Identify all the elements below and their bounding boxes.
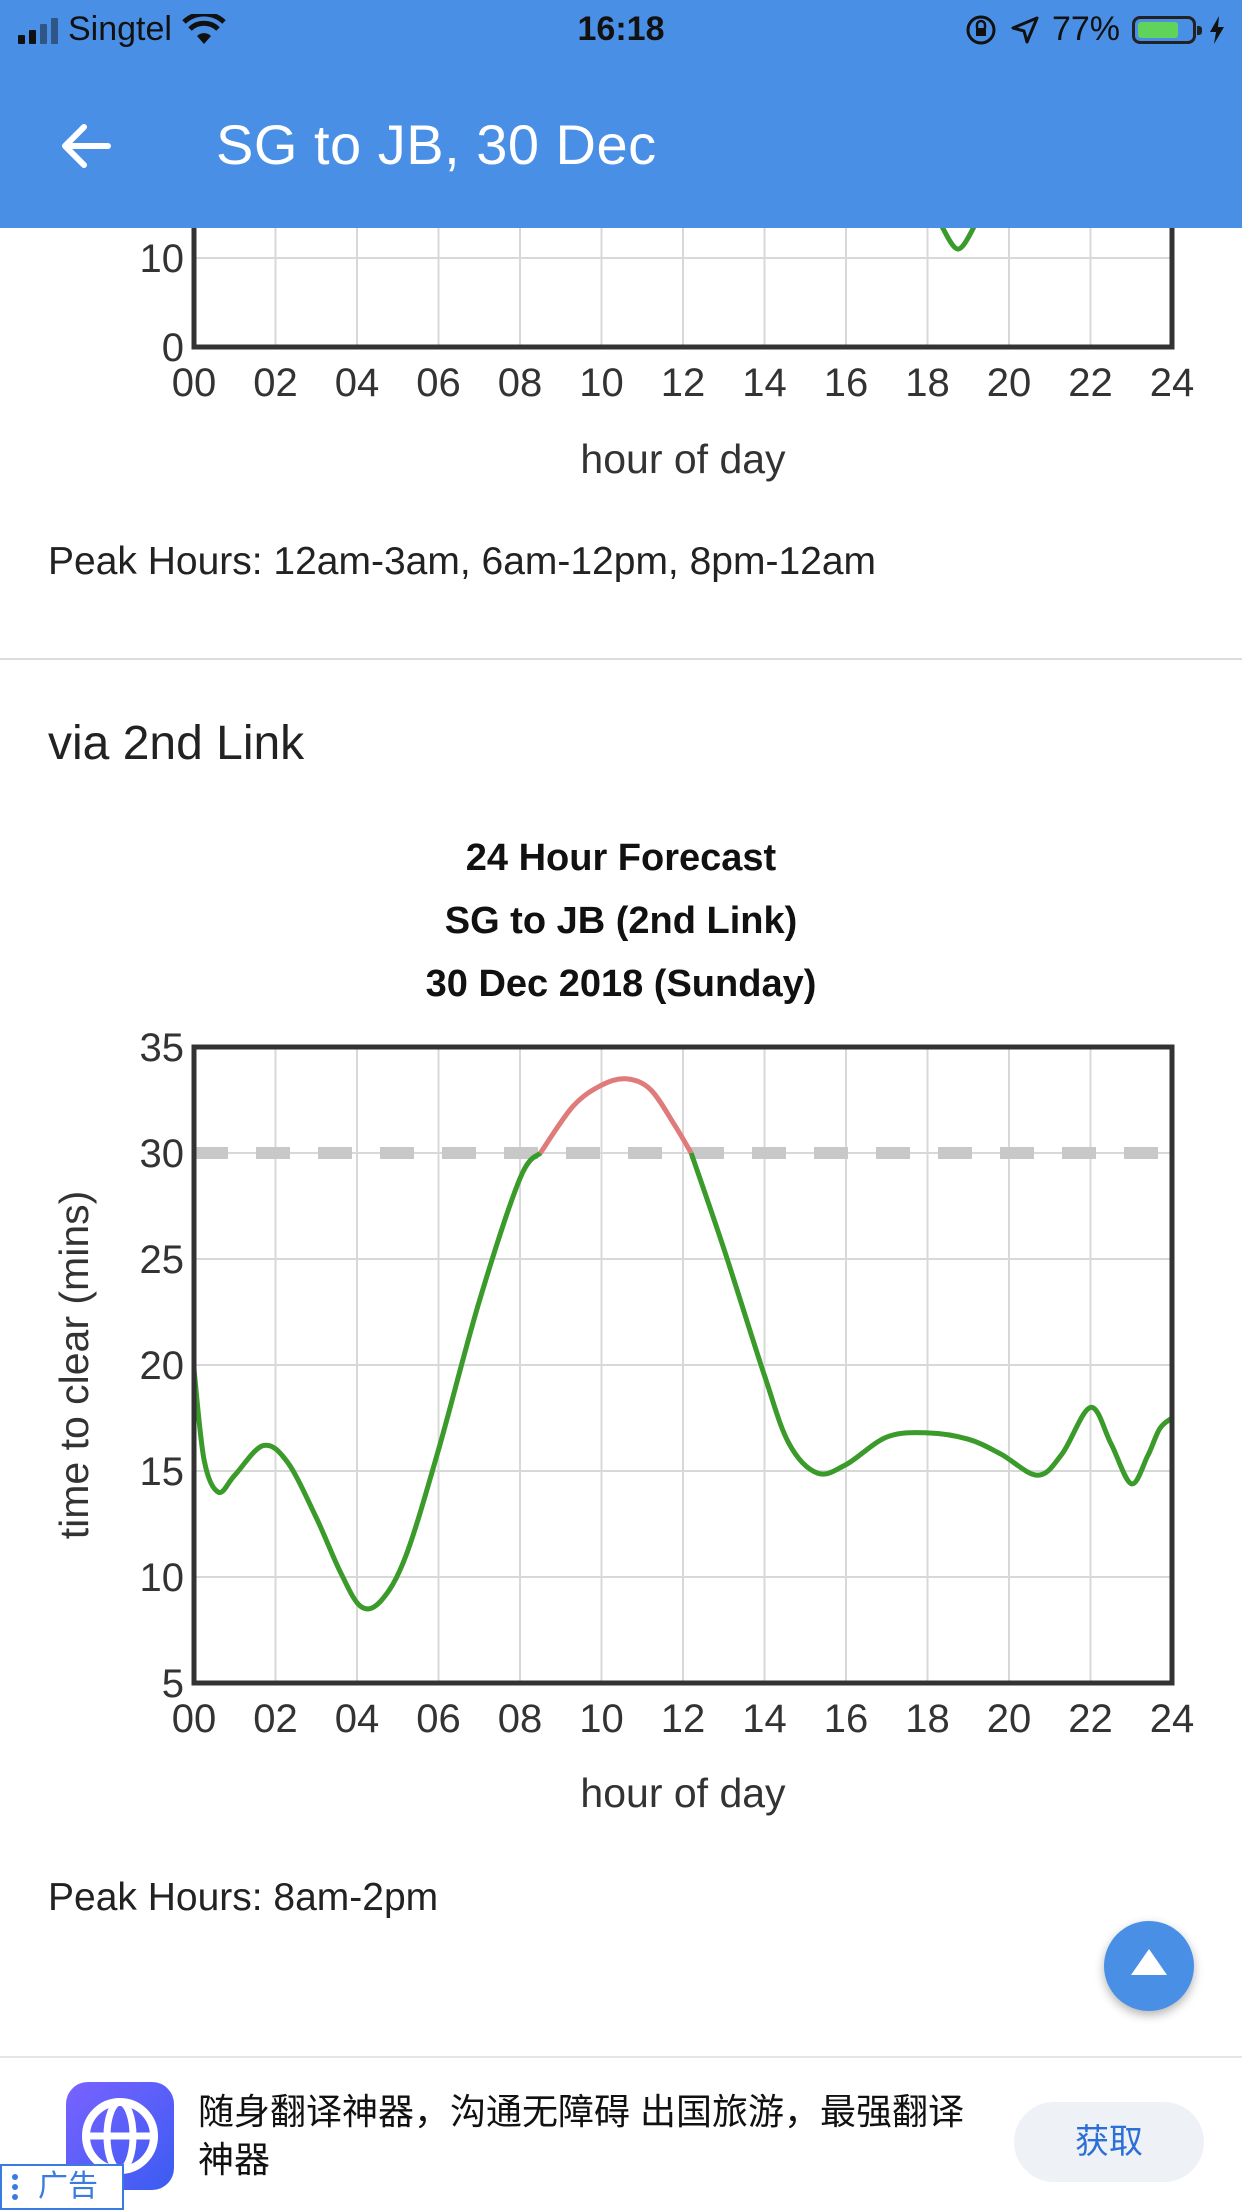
y-tick-label: 10 — [140, 237, 185, 281]
x-tick-label: 16 — [824, 1697, 869, 1741]
x-tick-label: 00 — [172, 361, 217, 405]
x-tick-label: 22 — [1068, 1697, 1113, 1741]
forecast-chart-2nd-link: 00 02 04 06 08 10 12 14 16 18 20 22 24 5 10 15 20 25 30 35 h… — [51, 1026, 1195, 1816]
y-tick-label: 5 — [162, 1662, 184, 1706]
peak-hours-top: Peak Hours: 12am-3am, 6am-12pm, 8pm-12am — [48, 540, 877, 583]
x-tick-label: 06 — [416, 1697, 461, 1741]
more-icon — [12, 2174, 18, 2204]
ad-tag[interactable]: 广告 — [0, 2164, 124, 2210]
battery-icon — [1132, 15, 1202, 44]
y-tick-label: 0 — [162, 326, 184, 370]
chart-title-line-3: 30 Dec 2018 (Sunday) — [425, 963, 817, 1005]
x-tick-label: 10 — [579, 1697, 624, 1741]
x-tick-label: 12 — [661, 1697, 706, 1741]
series-line-normal — [688, 1152, 1174, 1487]
x-axis-label: hour of day — [580, 436, 786, 482]
status-right: 77% — [964, 10, 1226, 49]
peak-hours-2nd-link: Peak Hours: 8am-2pm — [48, 1876, 439, 1919]
series-line-normal — [191, 1151, 543, 1612]
x-tick-label: 12 — [661, 361, 706, 405]
x-tick-label: 08 — [498, 1697, 543, 1741]
x-tick-label: 18 — [905, 361, 950, 405]
x-axis-label: hour of day — [580, 1770, 786, 1816]
carrier-name: Singtel — [68, 10, 172, 48]
y-tick-label: 10 — [140, 1556, 185, 1600]
plot-frame — [191, 1044, 1175, 1686]
x-tick-label: 18 — [905, 1697, 950, 1741]
x-tick-label: 04 — [335, 1697, 380, 1741]
chart-title-line-2: SG to JB (2nd Link) — [444, 900, 798, 942]
ad-banner[interactable]: 随身翻译神器，沟通无障碍 出国旅游，最强翻译神器 获取 广告 — [0, 2056, 1242, 2210]
x-tick-label: 20 — [987, 1697, 1032, 1741]
y-tick-label: 25 — [140, 1238, 185, 1282]
x-tick-label: 14 — [742, 1697, 787, 1741]
y-tick-label: 15 — [140, 1450, 185, 1494]
x-tick-label: 24 — [1150, 361, 1195, 405]
x-tick-label: 10 — [579, 361, 624, 405]
x-tick-label: 14 — [742, 361, 787, 405]
scroll-top-button[interactable] — [1104, 1921, 1194, 2011]
battery-fill — [1138, 21, 1179, 38]
y-tick-label: 30 — [140, 1132, 185, 1176]
chart-partial-top: 00 02 04 06 08 10 12 14 16 18 20 22 24 0 10 hour of day — [140, 228, 1195, 482]
ad-get-button[interactable]: 获取 — [1014, 2102, 1204, 2182]
x-tick-label: 04 — [335, 361, 380, 405]
ad-tag-label: 广告 — [38, 2170, 98, 2203]
x-tick-label: 02 — [253, 361, 298, 405]
page-title: SG to JB, 30 Dec — [216, 113, 657, 176]
orientation-lock-icon — [966, 15, 996, 44]
charging-icon — [1210, 15, 1224, 44]
status-bar: Singtel 16:18 77% — [0, 0, 1242, 62]
x-tick-label: 00 — [172, 1697, 217, 1741]
x-tick-label: 16 — [824, 361, 869, 405]
series-line-peak — [538, 1076, 694, 1155]
x-tick-label: 20 — [987, 361, 1032, 405]
x-tick-label: 24 — [1150, 1697, 1195, 1741]
section-heading-2nd-link: via 2nd Link — [48, 717, 305, 770]
series-line-fragment — [939, 228, 977, 252]
y-axis-label: time to clear (mins) — [51, 1191, 97, 1540]
section-divider — [0, 658, 1242, 660]
status-left: Singtel — [18, 10, 226, 49]
arrow-left-icon[interactable] — [56, 116, 116, 176]
x-tick-label: 06 — [416, 361, 461, 405]
plot-frame — [191, 228, 1175, 350]
chart-title-line-1: 24 Hour Forecast — [465, 837, 777, 879]
battery-percent: 77% — [1051, 10, 1120, 48]
y-tick-label: 35 — [140, 1026, 185, 1070]
arrow-up-icon — [1131, 1949, 1167, 1975]
status-time: 16:18 — [577, 10, 665, 48]
x-tick-label: 22 — [1068, 361, 1113, 405]
ad-text[interactable]: 随身翻译神器，沟通无障碍 出国旅游，最强翻译神器 — [198, 2091, 965, 2180]
x-tick-label: 02 — [253, 1697, 298, 1741]
x-tick-label: 08 — [498, 361, 543, 405]
wifi-icon — [182, 13, 226, 44]
location-icon — [1011, 16, 1039, 43]
signal-icon — [18, 16, 58, 44]
app-bar: SG to JB, 30 Dec — [0, 62, 1242, 228]
y-tick-label: 20 — [140, 1344, 185, 1388]
